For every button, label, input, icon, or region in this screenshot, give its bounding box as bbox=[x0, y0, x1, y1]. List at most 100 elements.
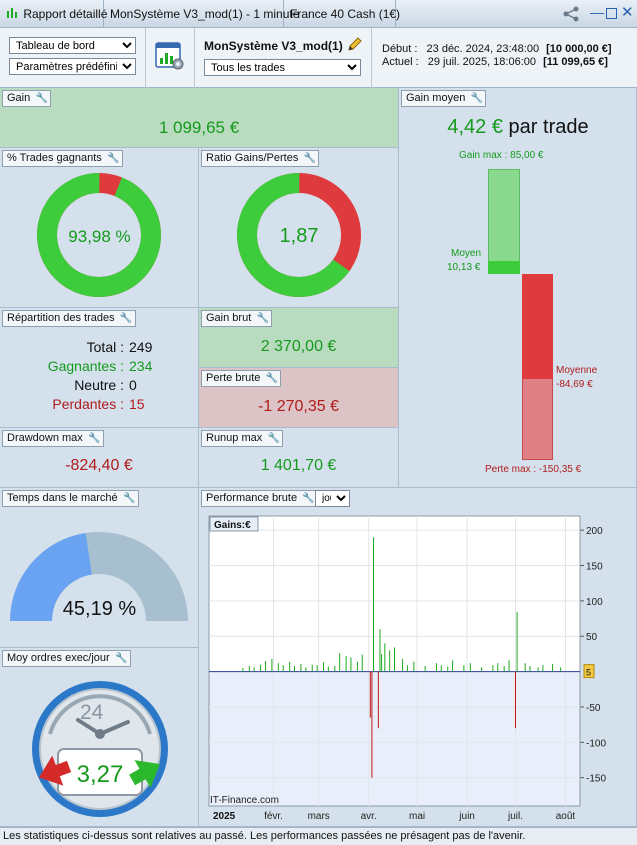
x-tick-label: avr. bbox=[361, 811, 377, 822]
ordres-panel: Moy ordres exec/jour 🔧 24 3,27 bbox=[0, 648, 199, 827]
pct-trades-panel: % Trades gagnants 🔧 93,98 % bbox=[0, 148, 199, 308]
gain-value: 1 099,65 € bbox=[158, 118, 240, 137]
plot-area-positive bbox=[209, 516, 580, 672]
gain-title: Gain 🔧 bbox=[2, 90, 52, 107]
gain-panel: Gain 🔧 1 099,65 € bbox=[0, 88, 399, 148]
wrench-icon[interactable]: 🔧 bbox=[119, 313, 133, 324]
perte-brute-panel: Perte brute 🔧 -1 270,35 € bbox=[199, 368, 399, 428]
x-tick-label: juin bbox=[458, 811, 475, 822]
pct-trades-value: 93,98 % bbox=[68, 227, 131, 246]
period-select[interactable]: jour bbox=[315, 490, 350, 507]
moyenne-label: Moyenne bbox=[556, 365, 598, 376]
report-settings-icon[interactable] bbox=[154, 40, 186, 75]
legend-label: Gains:€ bbox=[214, 520, 251, 531]
wrench-icon[interactable]: 🔧 bbox=[470, 93, 484, 104]
repartition-list: Total : 249 Gagnantes : 234 Neutre : 0 Perdant… bbox=[0, 339, 199, 415]
watermark: IT-Finance.com bbox=[210, 795, 279, 806]
edit-pencil-icon[interactable] bbox=[346, 36, 363, 56]
tab-rapport-detaille[interactable]: Rapport détaillé bbox=[0, 0, 108, 28]
wrench-icon[interactable]: 🔧 bbox=[35, 93, 48, 104]
repartition-label: Perdantes : bbox=[52, 396, 124, 412]
start-label: Début : bbox=[382, 43, 418, 55]
gain-brut-title: Gain brut 🔧 bbox=[201, 310, 273, 327]
ordres-title-text: Moy ordres exec/jour bbox=[7, 652, 110, 664]
repartition-row: Perdantes : 15 bbox=[0, 396, 199, 415]
plot-frame bbox=[208, 515, 581, 807]
legend-box bbox=[209, 516, 259, 532]
preset-select[interactable]: Paramètres prédéfinis bbox=[9, 58, 136, 75]
gain-moyen-panel: Gain moyen 🔧 4,42 € par trade Gain max : … bbox=[399, 88, 637, 488]
y-tick-label: -100 bbox=[586, 738, 606, 749]
drawdown-title-text: Drawdown max bbox=[7, 432, 83, 444]
pct-trades-title-text: % Trades gagnants bbox=[7, 152, 102, 164]
repartition-title-text: Répartition des trades bbox=[7, 312, 115, 324]
wrench-icon[interactable]: 🔧 bbox=[122, 493, 136, 504]
tab-system[interactable]: MonSystème V3_mod(1) - 1 minute bbox=[104, 0, 299, 28]
perte-max-label: Perte max : -150,35 € bbox=[485, 464, 582, 475]
gain-moyen-line: 4,42 € par trade bbox=[399, 116, 637, 139]
repartition-row: Total : 249 bbox=[0, 339, 199, 358]
gain-brut-panel: Gain brut 🔧 2 370,00 € bbox=[199, 308, 399, 368]
perte-brute-title-text: Perte brute bbox=[206, 372, 261, 384]
tab-label: France 40 Cash (1€) bbox=[290, 7, 401, 21]
loss-avg-bar bbox=[522, 274, 553, 379]
tab-label: Rapport détaillé bbox=[23, 7, 108, 21]
ordres-title: Moy ordres exec/jour 🔧 bbox=[2, 650, 131, 667]
runup-title: Runup max 🔧 bbox=[201, 430, 284, 447]
wrench-icon[interactable]: 🔧 bbox=[114, 653, 128, 664]
y-tick-label: 150 bbox=[586, 562, 603, 573]
current-value-marker bbox=[583, 664, 595, 679]
ratio-panel: Ratio Gains/Pertes 🔧 1,87 bbox=[199, 148, 399, 308]
minimize-icon[interactable]: — bbox=[590, 4, 604, 20]
performance-panel: Performance brute 🔧 jour 200 150 100 50 -50 -1… bbox=[199, 488, 637, 827]
perte-brute-value: -1 270,35 € bbox=[258, 398, 339, 415]
trades-filter-select[interactable]: Tous les trades bbox=[204, 59, 361, 76]
wrench-icon[interactable]: 🔧 bbox=[302, 493, 315, 504]
current-label: Actuel : bbox=[382, 56, 419, 68]
gain-max-bar bbox=[488, 169, 520, 274]
view-select[interactable]: Tableau de bord bbox=[9, 37, 136, 54]
repartition-title: Répartition des trades 🔧 bbox=[2, 310, 136, 327]
ratio-title: Ratio Gains/Pertes 🔧 bbox=[201, 150, 320, 167]
tab-instrument[interactable]: France 40 Cash (1€) bbox=[284, 0, 400, 28]
toolbar: Tableau de bord Paramètres prédéfinis Mo… bbox=[0, 28, 637, 88]
runup-title-text: Runup max bbox=[206, 432, 263, 444]
system-name: MonSystème V3_mod(1) bbox=[204, 39, 343, 53]
start-info: Début : 23 déc. 2024, 23:48:00 [10 000,0… bbox=[382, 43, 612, 55]
drawdown-title: Drawdown max 🔧 bbox=[2, 430, 104, 447]
drawdown-value: -824,40 € bbox=[65, 457, 133, 474]
repartition-value: 249 bbox=[129, 339, 153, 355]
ratio-title-text: Ratio Gains/Pertes bbox=[206, 152, 299, 164]
wrench-icon[interactable]: 🔧 bbox=[303, 153, 317, 164]
gain-moyen-suffix: par trade bbox=[508, 116, 589, 138]
start-date: 23 déc. 2024, 23:48:00 bbox=[426, 43, 540, 55]
share-icon[interactable] bbox=[562, 6, 580, 22]
y-tick-label: 100 bbox=[586, 597, 603, 608]
wrench-icon[interactable]: 🔧 bbox=[88, 433, 101, 444]
maximize-icon[interactable] bbox=[606, 8, 617, 19]
toolbar-separator bbox=[145, 28, 195, 88]
gain-max-label: Gain max : 85,00 € bbox=[459, 150, 544, 161]
wrench-icon[interactable]: 🔧 bbox=[107, 153, 120, 164]
start-value: [10 000,00 €] bbox=[546, 43, 612, 55]
runup-value: 1 401,70 € bbox=[260, 457, 337, 474]
wrench-icon[interactable]: 🔧 bbox=[256, 313, 269, 324]
performance-chart: 200 150 100 50 -50 -100 -150 5 Gains:€ IT-Finance… bbox=[208, 515, 606, 822]
pct-trades-title: % Trades gagnants 🔧 bbox=[2, 150, 123, 167]
current-info: Actuel : 29 juil. 2025, 18:06:00 [11 099… bbox=[382, 56, 608, 68]
wrench-icon[interactable]: 🔧 bbox=[267, 433, 280, 444]
x-tick-label: mai bbox=[409, 811, 425, 822]
temps-value: 45,19 % bbox=[62, 598, 137, 620]
gain-avg-bar bbox=[488, 261, 520, 274]
temps-title: Temps dans le marché 🔧 bbox=[2, 490, 139, 507]
x-tick-label: août bbox=[556, 811, 576, 822]
repartition-label: Neutre : bbox=[74, 377, 124, 393]
gain-brut-value: 2 370,00 € bbox=[260, 338, 337, 355]
close-icon[interactable]: ✕ bbox=[621, 4, 634, 21]
tab-label: MonSystème V3_mod(1) - 1 minute bbox=[110, 7, 300, 21]
drawdown-panel: Drawdown max 🔧 -824,40 € bbox=[0, 428, 199, 488]
y-tick-label: -50 bbox=[586, 703, 601, 714]
wrench-icon[interactable]: 🔧 bbox=[265, 373, 279, 384]
repartition-value: 0 bbox=[129, 377, 137, 393]
x-tick-label: mars bbox=[308, 811, 330, 822]
